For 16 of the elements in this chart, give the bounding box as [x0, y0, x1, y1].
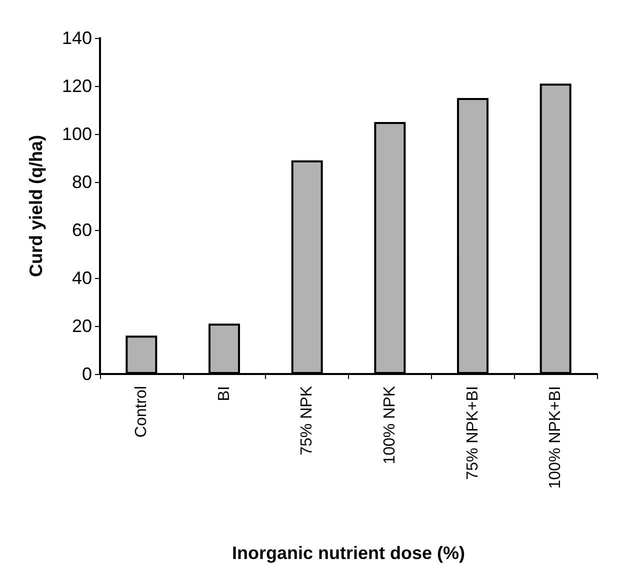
y-tick-label: 0	[82, 364, 92, 384]
y-tick-label: 100	[62, 124, 92, 144]
y-tick-label: 120	[62, 76, 92, 96]
x-tick-label: 75% NPK+BI	[464, 386, 482, 480]
y-tick-label: 140	[62, 28, 92, 48]
y-tick-label: 20	[72, 316, 92, 336]
y-axis-title: Curd yield (q/ha)	[26, 134, 46, 278]
y-tick-label: 80	[72, 172, 92, 192]
x-tick-label: 100% NPK	[381, 386, 398, 464]
x-tick-label: 75% NPK	[298, 386, 316, 456]
y-tick-label: 60	[72, 220, 92, 240]
x-tick-label: 100% NPK+BI	[547, 386, 564, 489]
x-tick-label: BI	[216, 386, 233, 402]
y-tick-label: 40	[72, 268, 92, 288]
x-tick-label: Control	[132, 386, 150, 438]
x-axis-title: Inorganic nutrient dose (%)	[232, 543, 466, 563]
